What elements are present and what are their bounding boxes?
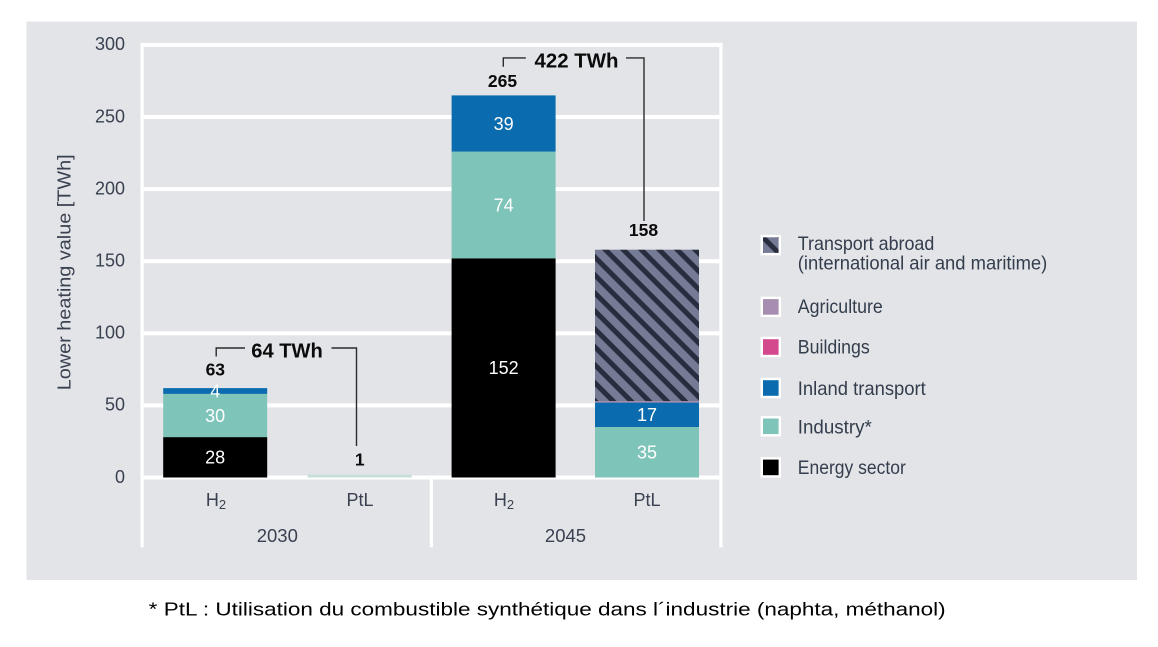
- svg-text:50: 50: [105, 395, 125, 415]
- svg-text:35: 35: [637, 443, 657, 463]
- svg-text:Agriculture: Agriculture: [798, 296, 883, 318]
- svg-text:422 TWh: 422 TWh: [535, 50, 619, 73]
- svg-text:30: 30: [205, 406, 225, 426]
- svg-text:150: 150: [95, 251, 125, 271]
- svg-text:Lower heating value [TWh]: Lower heating value [TWh]: [55, 154, 75, 390]
- svg-text:300: 300: [95, 34, 125, 54]
- svg-text:200: 200: [95, 178, 125, 198]
- svg-text:(international air and maritim: (international air and maritime): [798, 253, 1048, 275]
- svg-text:0: 0: [115, 467, 125, 487]
- svg-text:1: 1: [355, 449, 365, 469]
- svg-text:74: 74: [494, 195, 514, 215]
- svg-text:28: 28: [205, 448, 225, 468]
- svg-text:158: 158: [629, 220, 658, 240]
- svg-text:250: 250: [95, 106, 125, 126]
- svg-text:39: 39: [494, 114, 514, 134]
- svg-text:4: 4: [210, 381, 220, 401]
- svg-text:Industry*: Industry*: [798, 417, 872, 439]
- svg-text:64 TWh: 64 TWh: [251, 340, 322, 363]
- svg-text:63: 63: [206, 359, 226, 379]
- svg-text:152: 152: [489, 358, 519, 378]
- svg-text:* PtL : Utilisation du combust: * PtL : Utilisation du combustible synth…: [149, 599, 946, 620]
- svg-text:PtL: PtL: [633, 490, 660, 510]
- svg-text:100: 100: [95, 323, 125, 343]
- svg-text:PtL: PtL: [346, 490, 373, 510]
- svg-text:17: 17: [637, 405, 657, 425]
- svg-text:Transport abroad: Transport abroad: [798, 233, 935, 255]
- svg-text:Buildings: Buildings: [798, 337, 870, 359]
- svg-text:Inland transport: Inland transport: [798, 378, 927, 400]
- svg-text:2030: 2030: [257, 525, 298, 546]
- svg-text:Energy sector: Energy sector: [798, 457, 906, 479]
- svg-text:265: 265: [488, 71, 517, 91]
- svg-text:2045: 2045: [545, 525, 586, 546]
